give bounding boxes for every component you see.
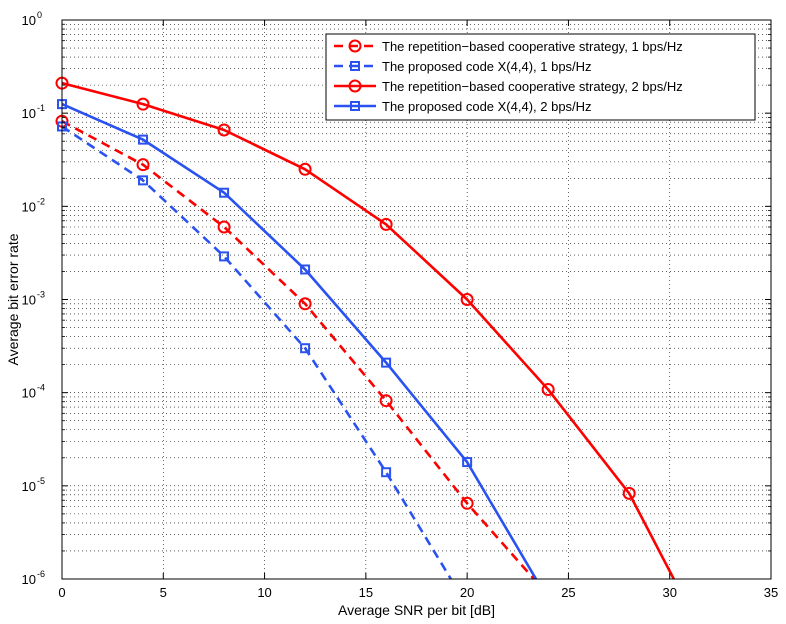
data-point-square — [300, 264, 311, 275]
data-point-square — [381, 357, 392, 368]
series-3 — [55, 76, 675, 580]
legend-label: The repetition−based cooperative strateg… — [382, 39, 683, 54]
data-point-circle — [379, 394, 393, 408]
y-tick-label: 10 — [22, 199, 36, 214]
data-point-square — [138, 175, 149, 186]
data-point-circle — [348, 79, 362, 93]
x-tick-label: 0 — [58, 585, 65, 600]
x-tick-label: 35 — [764, 585, 778, 600]
series-4 — [57, 99, 538, 580]
legend: The repetition−based cooperative strateg… — [325, 33, 756, 121]
y-tick-label: 10 — [22, 106, 36, 121]
x-tick-label: 20 — [460, 585, 474, 600]
data-point-circle — [460, 293, 474, 306]
y-tick-label: 10 — [22, 293, 36, 308]
data-point-square — [219, 251, 230, 262]
data-point-square — [462, 457, 473, 468]
data-point-circle — [379, 217, 393, 231]
y-tick-exponent: -3 — [37, 290, 45, 300]
series-line — [61, 120, 535, 580]
legend-item-4: The proposed code X(4,4), 2 bps/Hz — [334, 99, 592, 114]
data-point-square — [219, 187, 230, 198]
x-axis-title: Average SNR per bit [dB] — [338, 602, 495, 618]
y-tick-exponent: -1 — [37, 103, 45, 113]
x-tick-label: 15 — [359, 585, 373, 600]
x-tick-label: 5 — [160, 585, 167, 600]
y-tick-label: 10 — [22, 13, 36, 28]
data-point-square — [138, 134, 149, 145]
data-point-square — [350, 61, 360, 71]
x-tick-label: 25 — [561, 585, 575, 600]
data-point-circle — [298, 297, 312, 311]
legend-item-3: The repetition−based cooperative strateg… — [334, 79, 683, 94]
data-point-circle — [136, 97, 150, 111]
data-point-square — [300, 343, 311, 354]
y-tick-exponent: 0 — [37, 10, 42, 20]
legend-item-2: The proposed code X(4,4), 1 bps/Hz — [334, 59, 592, 74]
data-point-circle — [622, 486, 636, 500]
data-point-circle — [348, 39, 362, 53]
y-tick-exponent: -2 — [37, 196, 45, 206]
legend-label: The repetition−based cooperative strateg… — [382, 79, 683, 94]
y-tick-exponent: -5 — [37, 476, 45, 486]
data-point-circle — [217, 220, 231, 234]
legend-label: The proposed code X(4,4), 1 bps/Hz — [382, 59, 592, 74]
series-line — [61, 81, 675, 580]
series-line — [61, 125, 453, 580]
data-point-circle — [541, 383, 555, 397]
x-tick-label: 30 — [662, 585, 676, 600]
axis-ticks: 0 5 10 15 20 25 30 3510-610-510-410-310-210-110… — [22, 10, 779, 600]
series-line — [61, 102, 538, 580]
data-point-circle — [217, 123, 231, 137]
data-series — [55, 76, 675, 580]
y-tick-exponent: -4 — [37, 383, 45, 393]
legend-box — [325, 33, 756, 121]
y-tick-label: 10 — [22, 479, 36, 494]
data-point-square — [381, 467, 392, 478]
data-point-circle — [298, 162, 312, 176]
data-point-circle — [460, 496, 474, 510]
y-axis-title: Average bit error rate — [5, 233, 21, 365]
y-tick-exponent: -6 — [37, 569, 45, 579]
data-point-square — [350, 101, 360, 111]
y-tick-label: 10 — [22, 572, 36, 587]
x-tick-label: 10 — [257, 585, 271, 600]
legend-item-1: The repetition−based cooperative strateg… — [334, 39, 683, 54]
data-point-circle — [136, 158, 150, 172]
y-tick-label: 10 — [22, 386, 36, 401]
legend-label: The proposed code X(4,4), 2 bps/Hz — [382, 99, 592, 114]
